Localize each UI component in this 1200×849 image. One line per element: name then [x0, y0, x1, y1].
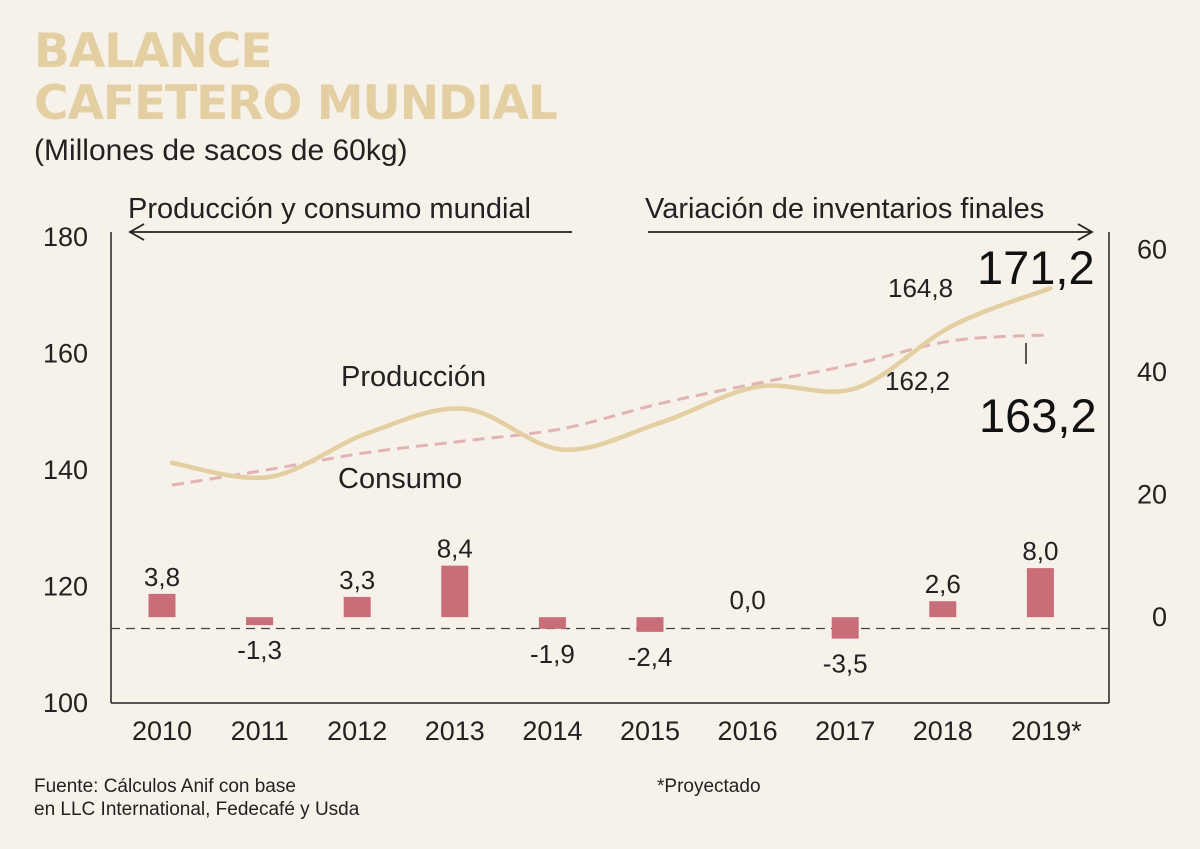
bar-value-label: -1,3	[237, 635, 282, 665]
inventory-bar	[1026, 568, 1054, 618]
chart-title: BALANCE CAFETERO MUNDIAL	[34, 24, 558, 131]
bar-value-label: 8,4	[437, 534, 473, 564]
bar-value-label: -2,4	[628, 642, 673, 672]
right-tick-label: 0	[1152, 602, 1167, 632]
bar-value-label: 2,6	[925, 569, 961, 599]
x-tick-label: 2018	[913, 716, 973, 746]
bar-value-label: 0,0	[730, 585, 766, 615]
consumption-2018-label: 162,2	[885, 366, 950, 396]
x-tick-label: 2015	[620, 716, 680, 746]
left-tick-label: 140	[43, 455, 88, 485]
left-tick-label: 100	[43, 688, 88, 718]
production-series-line	[169, 286, 1053, 481]
production-2018-label: 164,8	[888, 273, 953, 303]
bar-value-label: 3,8	[144, 562, 180, 592]
bar-value-label: -3,5	[823, 649, 868, 679]
bar-value-label: 8,0	[1022, 536, 1058, 566]
production-series-label: Producción	[341, 361, 486, 393]
bar-value-label: -1,9	[530, 639, 575, 669]
x-tick-label: 2012	[327, 716, 387, 746]
inventory-bar	[538, 617, 566, 629]
inventory-bar	[148, 593, 176, 618]
x-tick-label: 2013	[425, 716, 485, 746]
right-tick-label: 60	[1137, 234, 1167, 264]
title-line-1: BALANCE	[34, 24, 272, 79]
consumption-series-line	[171, 333, 1051, 487]
x-tick-label: 2011	[231, 716, 289, 746]
inventory-bar	[343, 596, 371, 618]
left-header-label: Producción y consumo mundial	[128, 193, 531, 225]
right-tick-label: 40	[1137, 357, 1167, 387]
right-header-label: Variación de inventarios finales	[645, 193, 1044, 225]
inventory-bar	[246, 617, 274, 626]
left-tick-label: 180	[43, 222, 88, 252]
x-tick-label: 2017	[815, 716, 875, 746]
source-note: Fuente: Cálculos Anif con base en LLC In…	[34, 775, 359, 821]
x-tick-label: 2019*	[1011, 716, 1082, 746]
inventory-bar	[441, 565, 469, 618]
source-line-2: en LLC International, Fedecafé y Usda	[34, 799, 360, 820]
left-tick-label: 160	[43, 339, 88, 369]
source-line-1: Fuente: Cálculos Anif con base	[34, 776, 296, 797]
inventory-bar	[831, 617, 859, 639]
consumption-series-label: Consumo	[338, 463, 462, 495]
inventory-bar	[929, 601, 957, 618]
x-tick-label: 2016	[718, 716, 778, 746]
chart-subtitle: (Millones de sacos de 60kg)	[34, 134, 408, 167]
bar-value-label: 3,3	[339, 565, 375, 595]
inventory-bar	[636, 617, 664, 632]
left-arrow-icon	[128, 223, 572, 241]
consumption-2019-label: 163,2	[979, 389, 1097, 442]
projection-note: *Proyectado	[657, 776, 761, 797]
x-tick-label: 2010	[132, 716, 192, 746]
x-tick-label: 2014	[522, 716, 582, 746]
right-tick-label: 20	[1137, 480, 1167, 510]
left-tick-label: 120	[43, 572, 88, 602]
right-arrow-icon	[648, 223, 1094, 241]
title-line-2: CAFETERO MUNDIAL	[34, 76, 558, 131]
production-2019-label: 171,2	[977, 241, 1095, 294]
